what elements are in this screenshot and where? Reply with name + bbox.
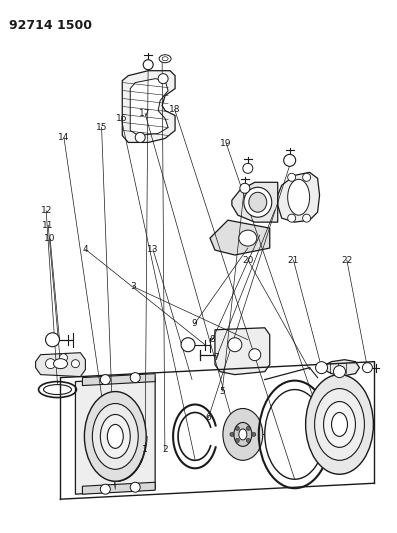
Circle shape [252, 432, 256, 437]
Text: 12: 12 [40, 206, 52, 215]
Circle shape [235, 426, 239, 430]
Text: 13: 13 [147, 245, 159, 254]
Circle shape [240, 183, 250, 193]
Circle shape [100, 484, 110, 494]
Text: 11: 11 [42, 221, 54, 230]
Ellipse shape [107, 424, 123, 448]
Ellipse shape [54, 359, 67, 369]
Polygon shape [215, 328, 270, 375]
Circle shape [46, 333, 60, 347]
Ellipse shape [159, 55, 171, 63]
Ellipse shape [244, 187, 272, 217]
Polygon shape [210, 220, 270, 255]
Polygon shape [278, 172, 320, 222]
Ellipse shape [93, 403, 138, 469]
Circle shape [235, 439, 239, 442]
Text: 8: 8 [210, 335, 215, 344]
Circle shape [130, 373, 140, 383]
Polygon shape [122, 71, 175, 142]
Polygon shape [130, 79, 168, 135]
Text: 17: 17 [139, 109, 151, 118]
Text: 22: 22 [341, 256, 353, 264]
Circle shape [362, 362, 372, 373]
Polygon shape [75, 377, 155, 494]
Circle shape [228, 338, 242, 352]
Ellipse shape [306, 375, 374, 474]
Ellipse shape [162, 56, 168, 61]
Circle shape [130, 482, 140, 492]
Circle shape [181, 338, 195, 352]
Text: 18: 18 [169, 106, 181, 114]
Circle shape [288, 214, 296, 222]
Circle shape [158, 74, 168, 84]
Text: 14: 14 [58, 133, 70, 142]
Text: 6: 6 [206, 414, 211, 422]
Text: 4: 4 [83, 245, 89, 254]
Polygon shape [232, 182, 278, 222]
Text: 7: 7 [214, 353, 219, 362]
Ellipse shape [324, 401, 355, 447]
Ellipse shape [288, 179, 310, 215]
Text: 9: 9 [192, 319, 197, 328]
Polygon shape [83, 482, 155, 494]
Ellipse shape [249, 192, 267, 212]
Circle shape [60, 354, 67, 362]
Circle shape [284, 155, 296, 166]
Circle shape [303, 214, 310, 222]
Text: 15: 15 [96, 123, 107, 132]
Circle shape [288, 173, 296, 181]
Circle shape [230, 432, 234, 437]
Text: 21: 21 [288, 256, 299, 264]
Circle shape [71, 360, 79, 368]
Ellipse shape [314, 389, 364, 461]
Circle shape [135, 133, 145, 142]
Text: 92714 1500: 92714 1500 [9, 19, 92, 32]
Text: 20: 20 [242, 256, 254, 264]
Text: 3: 3 [130, 282, 136, 291]
Text: 5: 5 [220, 387, 225, 396]
Polygon shape [320, 360, 359, 376]
Ellipse shape [85, 392, 146, 481]
Circle shape [246, 426, 251, 430]
Ellipse shape [223, 408, 263, 461]
Circle shape [143, 60, 153, 70]
Circle shape [46, 359, 56, 369]
Polygon shape [83, 374, 155, 385]
Text: 2: 2 [162, 445, 168, 454]
Polygon shape [36, 353, 85, 377]
Text: 19: 19 [220, 139, 232, 148]
Ellipse shape [234, 423, 252, 446]
Text: 1: 1 [142, 445, 148, 454]
Text: 10: 10 [44, 235, 56, 244]
Circle shape [100, 375, 110, 385]
Ellipse shape [100, 415, 130, 458]
Ellipse shape [331, 413, 347, 437]
Circle shape [303, 173, 310, 181]
Circle shape [249, 349, 261, 361]
Circle shape [246, 439, 251, 442]
Circle shape [333, 366, 345, 377]
Ellipse shape [239, 429, 247, 440]
Circle shape [243, 163, 253, 173]
Circle shape [316, 362, 328, 374]
Ellipse shape [239, 230, 257, 246]
Text: 16: 16 [116, 115, 127, 123]
